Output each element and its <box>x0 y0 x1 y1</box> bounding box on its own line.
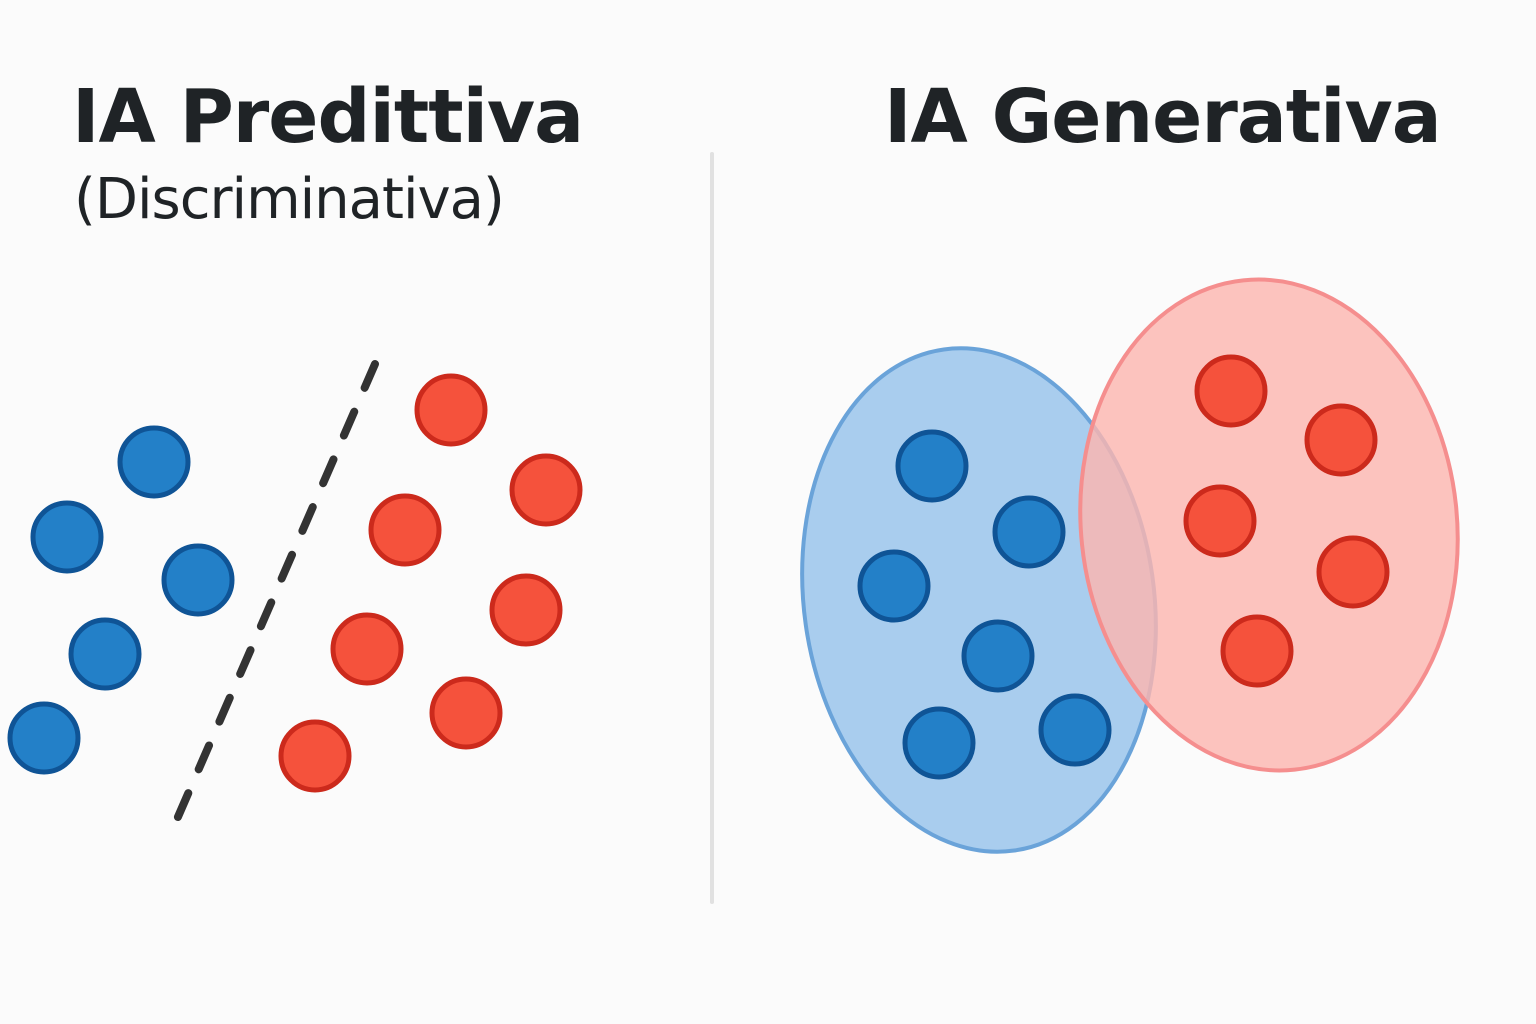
class-a-point <box>117 425 191 499</box>
class-a-point <box>7 701 81 775</box>
class-a-point <box>902 706 976 780</box>
predictive-ai-title: IA Predittiva <box>72 74 584 160</box>
class-a-point <box>961 619 1035 693</box>
class-b-point <box>1304 403 1378 477</box>
class-b-point <box>489 573 563 647</box>
class-a-point <box>30 500 104 574</box>
class-b-point <box>509 453 583 527</box>
decision-boundary-line <box>170 360 379 830</box>
class-a-point <box>161 543 235 617</box>
class-b-point <box>429 676 503 750</box>
class-b-point <box>278 719 352 793</box>
generative-ai-title: IA Generativa <box>884 74 1442 160</box>
class-b-point <box>368 493 442 567</box>
class-a-point <box>895 429 969 503</box>
generative-panel <box>800 277 1460 854</box>
generative-class-a-points <box>857 429 1112 780</box>
class-b-points <box>278 373 583 793</box>
class-b-point <box>1316 535 1390 609</box>
panel-divider <box>710 152 714 904</box>
class-b-point <box>1220 614 1294 688</box>
class-b-point <box>330 612 404 686</box>
class-b-distribution-region <box>1078 277 1460 773</box>
class-b-point <box>1194 354 1268 428</box>
class-a-point <box>857 549 931 623</box>
class-a-point <box>68 617 142 691</box>
class-a-point <box>992 495 1066 569</box>
predictive-ai-subtitle: (Discriminativa) <box>74 167 505 232</box>
predictive-panel <box>7 360 583 830</box>
class-a-point <box>1038 693 1112 767</box>
class-b-point <box>414 373 488 447</box>
class-a-points <box>7 425 235 775</box>
class-b-point <box>1183 484 1257 558</box>
generative-class-b-points <box>1183 354 1390 688</box>
